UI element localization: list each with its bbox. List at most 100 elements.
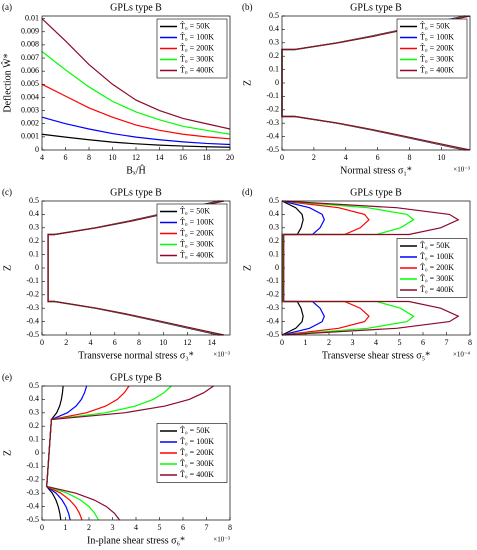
x-tick-label: 8: [137, 338, 141, 347]
x-tick-label: 4: [344, 153, 348, 162]
y-tick-label: -0.5: [26, 515, 39, 524]
y-tick-label: 0.004: [21, 92, 39, 101]
y-tick-label: 0.008: [21, 40, 39, 49]
x-tick-label: 4: [134, 523, 138, 532]
series-line: [281, 200, 304, 336]
x-tick-label: 7: [205, 523, 209, 532]
legend-label: T̂₀ = 200K: [180, 446, 214, 457]
panel-label: (a): [2, 2, 12, 12]
y-tick-label: 0.4: [29, 209, 39, 218]
y-tick-label: -0.3: [26, 303, 39, 312]
x-tick-label: 1: [64, 523, 68, 532]
y-tick-label: -0.5: [266, 145, 279, 154]
x-tick-label: 14: [156, 153, 164, 162]
y-tick-label: 0.003: [21, 105, 39, 114]
panel: (c) GPLs type B Transverse normal stress σ…: [2, 187, 231, 361]
series-line: [281, 200, 370, 336]
x-tick-label: 0: [40, 338, 44, 347]
plot-frame: [281, 200, 471, 336]
x-tick-label: 3: [351, 338, 355, 347]
panel: (a) GPLs type B Bₓ/Ĥ Deflection Ŵ* 4 6 8 10 12 14…: [0, 2, 234, 176]
x-exponent: ×10⁻³: [213, 351, 230, 359]
panel-label: (b): [242, 2, 253, 12]
legend-label: T̂₀ = 200K: [180, 42, 214, 53]
y-tick-label: 0.1: [269, 249, 279, 258]
x-tick-label: 2: [312, 153, 316, 162]
panel-label: (c): [2, 187, 12, 197]
legend-label: T̂₀ = 200K: [180, 227, 214, 238]
y-tick-label: 0.2: [29, 421, 39, 430]
x-tick-label: 0: [40, 523, 44, 532]
x-tick-label: 7: [445, 338, 449, 347]
x-exponent: ×10⁻³: [213, 536, 230, 544]
x-tick-label: 4: [40, 153, 44, 162]
y-tick-label: 0.5: [29, 196, 39, 205]
series-line: [281, 200, 460, 336]
panel-label: (d): [242, 187, 253, 197]
y-tick-label: 0.5: [29, 381, 39, 390]
panel: (e) GPLs type B In-plane shear stress σ₆* Z…: [2, 372, 232, 546]
chart-title: GPLs type B: [350, 2, 402, 13]
x-tick-label: 0: [280, 153, 284, 162]
y-axis-label: Z: [242, 265, 253, 271]
y-tick-label: -0.1: [26, 276, 39, 285]
y-tick-label: -0.2: [26, 475, 39, 484]
y-axis-label: Deflection Ŵ*: [0, 53, 13, 112]
y-tick-label: 0.009: [21, 27, 39, 36]
y-tick-label: -0.4: [26, 501, 39, 510]
x-axis-label: Normal stress σ₁*: [340, 165, 412, 176]
legend-label: T̂₀ = 400K: [180, 64, 214, 75]
legend-label: T̂₀ = 300K: [420, 53, 454, 64]
panel-label: (e): [2, 372, 12, 382]
y-tick-label: -0.4: [266, 316, 279, 325]
legend-label: T̂₀ = 300K: [180, 238, 214, 249]
chart-title: GPLs type B: [350, 187, 402, 198]
x-tick-label: 4: [374, 338, 378, 347]
chart-title: GPLs type B: [110, 2, 162, 13]
y-tick-label: -0.1: [266, 276, 279, 285]
legend-label: T̂₀ = 400K: [420, 283, 454, 294]
y-tick-label: -0.1: [26, 461, 39, 470]
series-line: [41, 83, 231, 140]
x-tick-label: 16: [179, 153, 187, 162]
series-line: [41, 18, 231, 130]
x-tick-label: 2: [327, 338, 331, 347]
x-tick-label: 12: [132, 153, 140, 162]
y-tick-label: 0: [35, 145, 39, 154]
y-tick-label: 0.3: [269, 38, 279, 47]
x-tick-label: 10: [109, 153, 117, 162]
legend-label: T̂₀ = 100K: [420, 250, 454, 261]
x-tick-label: 1: [304, 338, 308, 347]
panel: (b) GPLs type B Normal stress σ₁* Z ×10⁻³ 0 2 4…: [242, 2, 471, 176]
y-tick-label: 0.006: [21, 66, 39, 75]
x-tick-label: 4: [89, 338, 93, 347]
y-tick-label: -0.1: [266, 91, 279, 100]
legend-label: T̂₀ = 300K: [180, 457, 214, 468]
y-tick-label: 0.4: [29, 394, 39, 403]
legend-label: T̂₀ = 50K: [180, 20, 210, 31]
legend-label: T̂₀ = 50K: [420, 20, 450, 31]
x-tick-label: 6: [181, 523, 185, 532]
legend-label: T̂₀ = 200K: [420, 42, 454, 53]
x-axis-label: Transverse normal stress σ₃*: [78, 350, 193, 361]
x-tick-label: 12: [184, 338, 192, 347]
plot-frame: [41, 200, 231, 336]
y-tick-label: 0.3: [29, 408, 39, 417]
x-tick-label: 10: [437, 153, 445, 162]
y-tick-label: 0.4: [269, 24, 279, 33]
y-tick-label: -0.5: [26, 330, 39, 339]
y-tick-label: 0: [275, 263, 279, 272]
y-tick-label: 0.002: [21, 119, 39, 128]
y-tick-label: 0: [35, 263, 39, 272]
x-tick-label: 5: [398, 338, 402, 347]
y-tick-label: 0.1: [29, 434, 39, 443]
legend-label: T̂₀ = 400K: [180, 468, 214, 479]
legend-label: T̂₀ = 400K: [180, 249, 214, 260]
x-tick-label: 18: [203, 153, 211, 162]
x-tick-label: 8: [87, 153, 91, 162]
x-exponent: ×10⁻⁴: [453, 351, 471, 359]
series-line: [41, 50, 231, 135]
y-tick-label: 0.1: [29, 249, 39, 258]
legend-label: T̂₀ = 50K: [420, 239, 450, 250]
y-tick-label: 0.2: [269, 51, 279, 60]
